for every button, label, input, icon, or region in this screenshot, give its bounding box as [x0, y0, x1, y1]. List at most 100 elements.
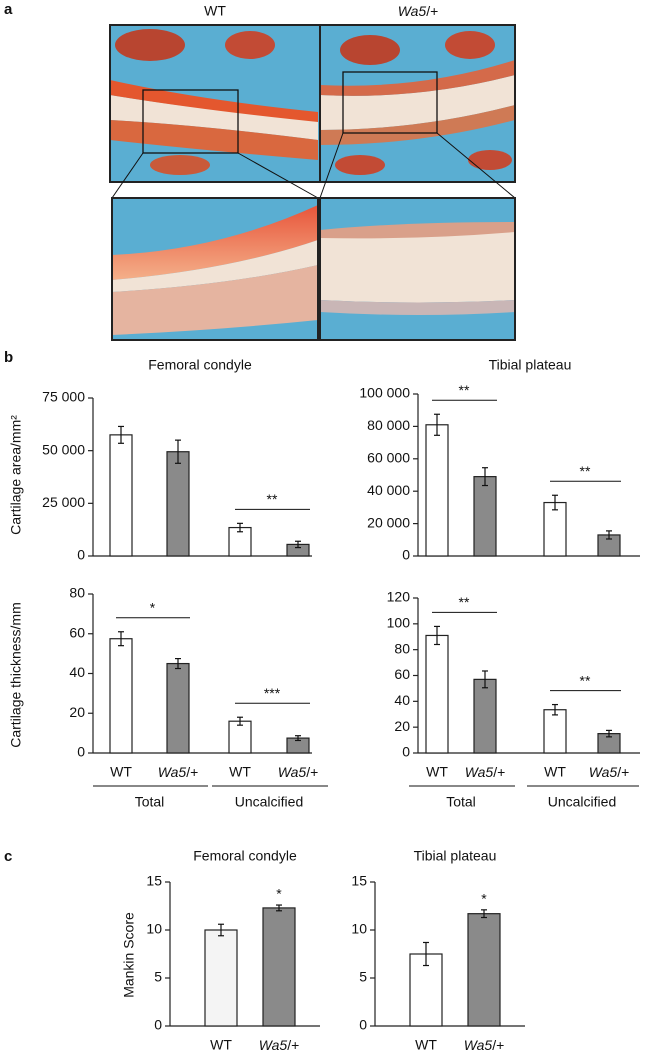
bar — [228, 720, 252, 754]
y-tick-label: 20 — [394, 718, 410, 734]
bar — [109, 638, 133, 754]
significance: ** — [459, 594, 470, 610]
y-tick-label: 5 — [359, 969, 367, 985]
significance: ** — [580, 463, 591, 479]
y-tick-label: 20 000 — [367, 514, 410, 530]
group-label: Uncalcified — [235, 794, 303, 810]
bar — [543, 709, 567, 754]
error-bar — [434, 625, 440, 646]
y-tick-label: 40 — [394, 692, 410, 708]
error-bar — [118, 425, 124, 444]
y-tick-label: 15 — [351, 873, 367, 889]
y-tick-label: 60 — [69, 624, 85, 640]
bar — [473, 678, 497, 754]
bar — [543, 501, 567, 557]
y-tick-label: 100 000 — [359, 385, 410, 401]
y-tick-label: 10 — [351, 921, 367, 937]
error-bar — [423, 941, 429, 967]
x-tick-label: WT — [426, 764, 448, 780]
significance: ** — [580, 672, 591, 688]
chart-title: Tibial plateau — [414, 848, 497, 864]
bar — [166, 451, 190, 557]
y-tick-label: 10 — [146, 921, 162, 937]
significance: ** — [267, 491, 278, 507]
error-bar — [434, 413, 440, 436]
error-bar — [606, 729, 612, 738]
y-tick-label: 0 — [154, 1017, 162, 1033]
x-tick-label: Wa5/+ — [464, 1037, 505, 1053]
chart-title: Femoral condyle — [148, 357, 252, 373]
group-label: Uncalcified — [548, 794, 616, 810]
bar — [262, 907, 296, 1027]
x-tick-label: Wa5/+ — [589, 764, 630, 780]
y-tick-label: 40 — [69, 664, 85, 680]
x-tick-label: Wa5/+ — [278, 764, 319, 780]
y-tick-label: 0 — [359, 1017, 367, 1033]
bar — [109, 434, 133, 557]
histology-zoom — [111, 197, 516, 341]
y-axis-label: Cartilage area/mm² — [8, 415, 24, 535]
y-axis-label: Mankin Score — [121, 912, 137, 998]
y-tick-label: 80 — [394, 640, 410, 656]
error-bar — [606, 530, 612, 540]
image-label: Wa5/+ — [398, 3, 439, 19]
chart-title: Tibial plateau — [489, 357, 572, 373]
x-tick-label: Wa5/+ — [259, 1037, 300, 1053]
error-bar — [295, 540, 301, 549]
panel-label: a — [4, 1, 13, 18]
bar — [425, 424, 449, 557]
error-bar — [118, 631, 124, 647]
panel-label: b — [4, 349, 13, 366]
y-tick-label: 0 — [77, 744, 85, 760]
y-tick-label: 80 — [69, 585, 85, 601]
error-bar — [552, 494, 558, 511]
bar — [425, 634, 449, 754]
x-tick-label: Wa5/+ — [465, 764, 506, 780]
y-tick-label: 0 — [77, 547, 85, 563]
y-tick-label: 5 — [154, 969, 162, 985]
group-label: Total — [135, 794, 165, 810]
x-tick-label: Wa5/+ — [158, 764, 199, 780]
error-bar — [237, 716, 243, 726]
error-bar — [482, 467, 488, 487]
y-tick-label: 80 000 — [367, 417, 410, 433]
group-label: Total — [446, 794, 476, 810]
error-bar — [175, 657, 181, 670]
error-bar — [482, 670, 488, 689]
x-tick-label: WT — [544, 764, 566, 780]
x-tick-label: WT — [110, 764, 132, 780]
significance: * — [276, 886, 282, 902]
y-axis-label: Cartilage thickness/mm — [8, 602, 24, 748]
x-tick-label: WT — [229, 764, 251, 780]
error-bar — [295, 735, 301, 742]
y-tick-label: 20 — [69, 704, 85, 720]
y-tick-label: 15 — [146, 873, 162, 889]
error-bar — [481, 909, 487, 919]
y-tick-label: 0 — [402, 547, 410, 563]
y-tick-label: 0 — [402, 744, 410, 760]
error-bar — [552, 703, 558, 716]
image-label: WT — [204, 3, 226, 19]
bar — [473, 476, 497, 557]
significance: * — [150, 599, 156, 615]
error-bar — [237, 522, 243, 533]
significance: * — [481, 891, 487, 907]
significance: ** — [459, 382, 470, 398]
panel-label: c — [4, 848, 12, 865]
x-tick-label: WT — [415, 1037, 437, 1053]
error-bar — [218, 923, 224, 937]
y-tick-label: 25 000 — [42, 494, 85, 510]
bar — [204, 929, 238, 1027]
y-tick-label: 100 — [387, 615, 411, 631]
y-tick-label: 40 000 — [367, 482, 410, 498]
x-tick-label: WT — [210, 1037, 232, 1053]
y-tick-label: 50 000 — [42, 441, 85, 457]
y-tick-label: 120 — [387, 589, 411, 605]
error-bar — [175, 439, 181, 464]
y-tick-label: 60 000 — [367, 450, 410, 466]
error-bar — [276, 904, 282, 912]
significance: *** — [264, 685, 281, 701]
bar — [467, 913, 501, 1027]
y-tick-label: 75 000 — [42, 389, 85, 405]
